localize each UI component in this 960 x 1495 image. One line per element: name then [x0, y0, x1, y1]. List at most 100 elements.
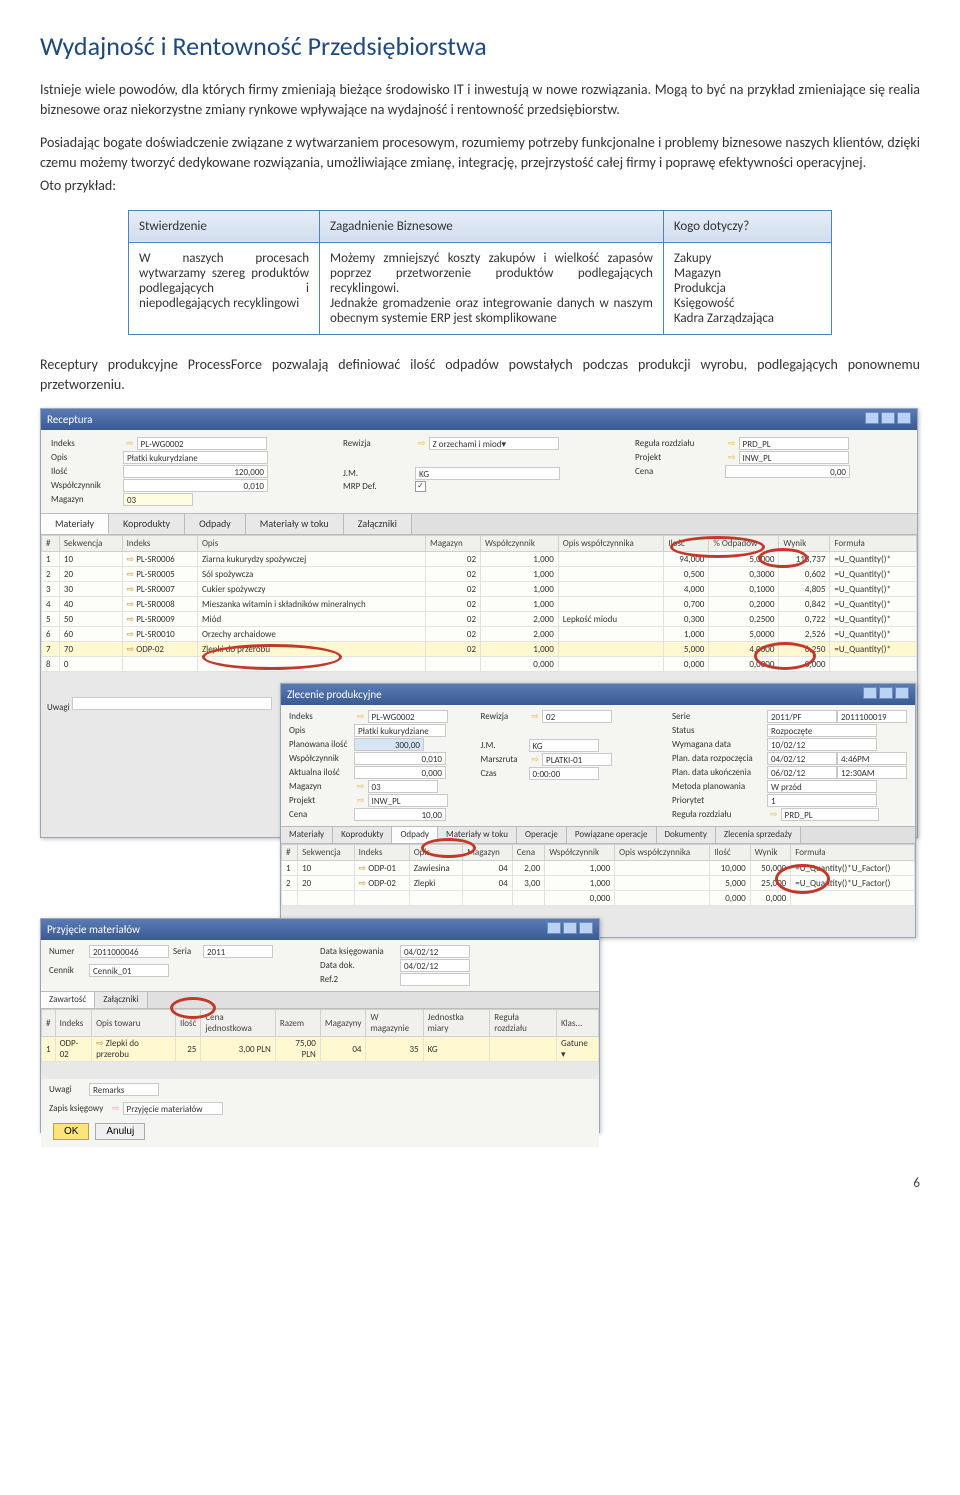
window-controls-2[interactable]: [861, 687, 909, 702]
z-fld-serie[interactable]: 2011/PF: [767, 710, 837, 723]
z-fld-proj[interactable]: INW_PL: [368, 794, 448, 807]
lbl-mrp: MRP Def.: [343, 481, 415, 492]
tab-koprodukty[interactable]: Koprodukty: [109, 514, 185, 534]
bt-c2: Możemy zmniejszyć koszty zakupów i wielk…: [320, 242, 664, 334]
przyjecie-title: Przyjęcie materiałów: [47, 923, 140, 936]
p-fld-numer[interactable]: 2011000046: [89, 945, 169, 958]
fld-wsp[interactable]: 0,010: [123, 479, 268, 492]
tab-operacje[interactable]: Operacje: [517, 827, 567, 843]
window-controls-3[interactable]: [545, 922, 593, 937]
p-lbl-numer: Numer: [49, 946, 89, 957]
z-fld-prio[interactable]: 1: [767, 794, 877, 807]
z-fld-serie-n[interactable]: 2011100019: [837, 710, 907, 723]
p-lbl-ref: Ref.2: [320, 974, 400, 985]
z-fld-rew[interactable]: 02: [542, 710, 612, 723]
paragraph-1: Istnieje wiele powodów, dla których firm…: [40, 80, 920, 119]
z-lbl-plan: Planowana ilość: [289, 739, 354, 750]
chk-mrp[interactable]: ✓: [415, 481, 426, 492]
lbl-uwagi: Uwagi: [47, 702, 70, 713]
p-lbl-seria: Seria: [173, 946, 203, 957]
tab-załączniki[interactable]: Załączniki: [95, 992, 147, 1008]
zlecenie-grid[interactable]: #SekwencjaIndeksOpisMagazynCenaWspółczyn…: [281, 844, 915, 906]
z-lbl-czas: Czas: [481, 768, 529, 779]
z-fld-czas[interactable]: 0:00:00: [529, 767, 599, 780]
z-fld-pdr[interactable]: 04/02/12: [767, 752, 837, 765]
p-fld-datad[interactable]: 04/02/12: [400, 959, 470, 972]
tab-zawartość[interactable]: Zawartość: [41, 992, 95, 1008]
z-fld-pdr-t[interactable]: 4:46PM: [837, 752, 907, 765]
fld-projekt[interactable]: INW_PL: [739, 451, 849, 464]
tab-dokumenty[interactable]: Dokumenty: [657, 827, 716, 843]
fld-ilosc[interactable]: 120,000: [123, 465, 268, 478]
bt-c3: Zakupy Magazyn Produkcja Księgowość Kadr…: [663, 242, 831, 334]
z-fld-indeks[interactable]: PL-WG0002: [368, 710, 448, 723]
tab-odpady[interactable]: Odpady: [185, 514, 246, 534]
tab-powiązane-operacje[interactable]: Powiązane operacje: [567, 827, 657, 843]
p-fld-cennik[interactable]: Cennik_01: [89, 964, 169, 977]
paragraph-3: Receptury produkcyjne ProcessForce pozwa…: [40, 355, 920, 394]
tab-materiały[interactable]: Materiały: [41, 514, 109, 534]
fld-regula[interactable]: PRD_PL: [739, 437, 849, 450]
zlecenie-tabs: MateriałyKoproduktyOdpadyMateriały w tok…: [281, 826, 915, 844]
z-fld-reg[interactable]: PRD_PL: [781, 808, 879, 821]
fld-mag[interactable]: 03: [123, 493, 193, 506]
fld-opis[interactable]: Płatki kukurydziane: [123, 451, 268, 464]
z-fld-pdu[interactable]: 06/02/12: [767, 766, 837, 779]
z-lbl-proj: Projekt: [289, 795, 354, 806]
z-fld-status[interactable]: Rozpoczęte: [767, 724, 877, 737]
bt-c1: W naszych procesach wytwarzamy szereg pr…: [129, 242, 320, 334]
cancel-button[interactable]: Anuluj: [95, 1123, 145, 1140]
tab-załączniki[interactable]: Załączniki: [344, 514, 412, 534]
tab-koprodukty[interactable]: Koprodukty: [333, 827, 392, 843]
lbl-cena: Cena: [635, 466, 725, 477]
receptura-title: Receptura: [47, 413, 92, 426]
tab-materiały-w-toku[interactable]: Materiały w toku: [438, 827, 517, 843]
z-lbl-prio: Priorytet: [672, 795, 767, 806]
z-fld-mag[interactable]: 03: [368, 780, 438, 793]
p-lbl-cennik: Cennik: [49, 965, 89, 976]
fld-rew[interactable]: Z orzechami i miod▾: [429, 437, 559, 450]
window-przyjecie: Przyjęcie materiałów Numer2011000046 Ser…: [40, 918, 600, 1133]
window-controls[interactable]: [863, 412, 911, 427]
fld-jm[interactable]: KG: [415, 467, 560, 480]
z-fld-jm[interactable]: KG: [529, 739, 599, 752]
lbl-jm: J.M.: [343, 468, 415, 479]
fld-uwagi[interactable]: [72, 697, 272, 710]
bt-h3: Kogo dotyczy?: [663, 210, 831, 242]
z-lbl-mar: Marszruta: [481, 754, 529, 765]
z-lbl-akt: Aktualna ilość: [289, 767, 354, 778]
tab-odpady[interactable]: Odpady: [392, 827, 438, 843]
z-lbl-pdr: Plan. data rozpoczęcia: [672, 753, 767, 764]
p-fld-remarks[interactable]: Remarks: [89, 1083, 159, 1096]
z-fld-met[interactable]: W przód: [767, 780, 877, 793]
fld-indeks[interactable]: PL-WG0002: [137, 437, 267, 450]
przyjecie-grid[interactable]: #IndeksOpis towaruIlośćCena jednostkowaR…: [41, 1009, 599, 1062]
p-lbl-datak: Data księgowania: [320, 946, 400, 957]
z-lbl-reg: Reguła rozdziału: [672, 809, 767, 820]
tab-materiały-w-toku[interactable]: Materiały w toku: [246, 514, 344, 534]
tab-zlecenia-sprzedaży[interactable]: Zlecenia sprzedaży: [716, 827, 801, 843]
z-fld-akt[interactable]: 0,000: [354, 766, 446, 779]
z-fld-opis[interactable]: Płatki kukurydziane: [354, 724, 446, 737]
z-lbl-serie: Serie: [672, 711, 767, 722]
window-zlecenie: Zlecenie produkcyjne Indeks⇨PL-WG0002 Op…: [280, 683, 916, 938]
p-fld-seria[interactable]: 2011: [203, 945, 273, 958]
lbl-regula: Reguła rozdziału: [635, 438, 725, 449]
business-table: Stwierdzenie Zagadnienie Biznesowe Kogo …: [128, 210, 832, 335]
p-fld-datak[interactable]: 04/02/12: [400, 945, 470, 958]
lbl-rew: Rewizja: [343, 438, 415, 449]
ok-button[interactable]: OK: [53, 1123, 89, 1140]
receptura-grid[interactable]: #SekwencjaIndeksOpisMagazynWspółczynnikO…: [41, 535, 917, 672]
fld-cena[interactable]: 0,00: [725, 465, 850, 478]
z-fld-cena[interactable]: 10,00: [354, 808, 446, 821]
p-fld-ref[interactable]: [400, 973, 470, 986]
p-fld-zapis[interactable]: Przyjęcie materiałów: [123, 1102, 223, 1115]
z-fld-pdu-t[interactable]: 12:30AM: [837, 766, 907, 779]
lbl-indeks: Indeks: [51, 438, 123, 449]
z-fld-mar[interactable]: PLATKI-01: [542, 753, 612, 766]
z-fld-plan[interactable]: 300,00: [354, 738, 424, 751]
z-fld-wym[interactable]: 10/02/12: [767, 738, 877, 751]
z-fld-wsp[interactable]: 0,010: [354, 752, 446, 765]
tab-materiały[interactable]: Materiały: [281, 827, 333, 843]
bt-h2: Zagadnienie Biznesowe: [320, 210, 664, 242]
